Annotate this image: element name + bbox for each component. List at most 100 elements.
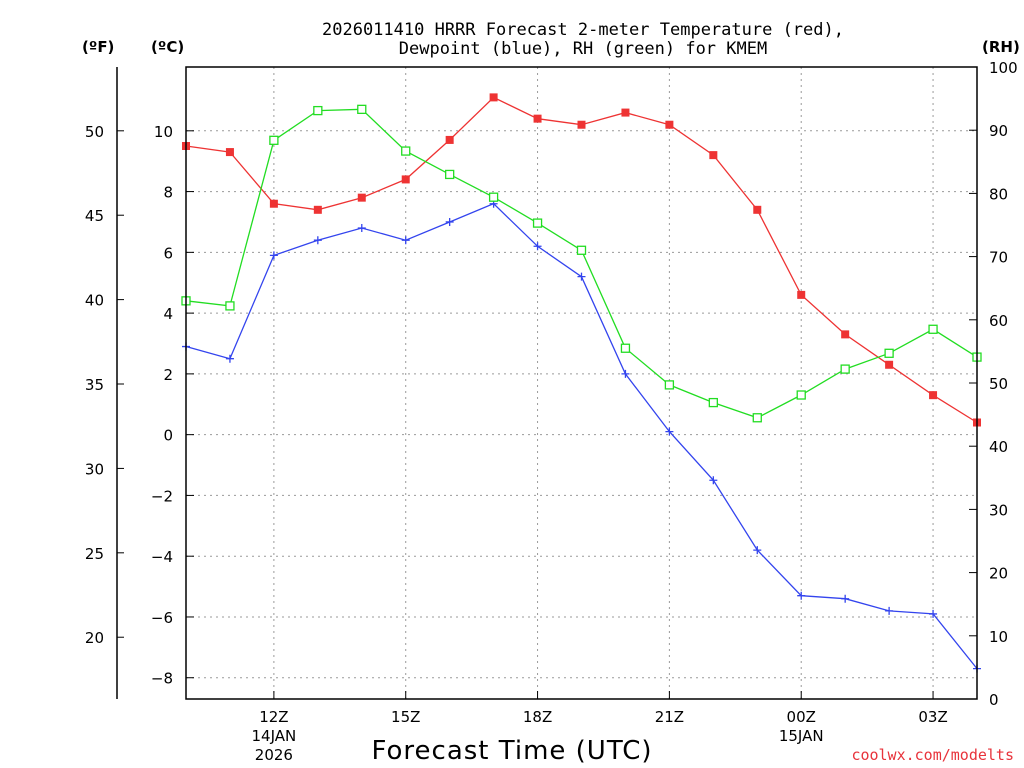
dewpoint-point [313,236,322,245]
tick-label-fahrenheit: 30 [85,460,104,478]
dewpoint-point [445,217,454,226]
x-tick-label: 12Z [259,708,288,726]
unit-label-rh: (RH) [982,38,1020,56]
tick-label-celsius: 6 [163,244,173,262]
x-tick-date: 14JAN [252,727,297,745]
rh-point [313,105,323,116]
tick-label-fahrenheit: 20 [85,629,104,647]
2-meter-temperature-point [797,290,806,299]
2-meter-temperature-point [709,151,718,160]
rh-point [401,146,411,156]
2-meter-temperature-point [621,108,630,117]
tick-label-rh: 30 [989,501,1008,519]
dewpoint-point [401,236,410,245]
rh-point [488,192,499,202]
2-meter-temperature-point [929,391,938,400]
dewpoint-point [709,476,718,485]
rh-point [928,324,938,334]
dewpoint-point [885,606,894,615]
rh-point [840,364,850,374]
2-meter-temperature-point [225,148,234,157]
tick-label-rh: 90 [989,122,1008,140]
rh-series [181,104,982,423]
tick-label-rh: 70 [989,249,1008,267]
2-meter-temperature-point [885,360,894,369]
tick-label-rh: 80 [989,185,1008,203]
2-meter-temperature-point [533,114,542,123]
2-meter-temperature-point [269,199,278,208]
2-meter-temperature-point [753,205,762,214]
tick-label-fahrenheit: 35 [85,376,104,394]
tick-label-fahrenheit: 50 [85,123,104,141]
tick-label-rh: 60 [989,312,1008,330]
rh-point [225,301,235,311]
tick-label-fahrenheit: 25 [85,545,104,563]
2-meter-temperature-point [357,193,366,202]
tick-label-celsius: 10 [154,123,173,141]
unit-label-fahrenheit: (ºF) [82,38,114,56]
tick-label-celsius: −8 [151,670,173,688]
x-tick-label: 18Z [523,708,552,726]
2-meter-temperature-series [182,93,981,427]
x-tick-label: 15Z [391,708,420,726]
rh-point [708,397,718,408]
rh-line [185,108,978,419]
rh-point [269,135,279,145]
tick-label-rh: 20 [989,565,1008,583]
rh-point [357,104,367,114]
tick-label-fahrenheit: 45 [85,207,104,225]
unit-label-celsius: (ºC) [151,38,184,56]
2-meter-temperature-point [665,120,674,129]
dewpoint-point [841,594,850,603]
rh-point [445,169,455,180]
grid-layer [186,67,977,699]
2-meter-temperature-point [401,175,410,184]
dewpoint-series [182,199,981,673]
2-meter-temperature-point [577,120,586,129]
rh-point [884,348,894,358]
tick-label-fahrenheit: 40 [85,292,104,310]
tick-label-rh: 0 [989,691,999,709]
dewpoint-point [665,427,674,436]
rh-point [796,390,806,400]
tick-label-rh: 100 [989,59,1018,77]
tick-label-celsius: 2 [163,366,173,384]
x-axis-title: Forecast Time (UTC) [371,736,652,766]
dewpoint-point [269,251,278,260]
dewpoint-point [577,272,586,281]
series-layer [181,93,982,673]
x-tick-label: 21Z [655,708,684,726]
tick-label-rh: 40 [989,438,1008,456]
2-meter-temperature-point [841,330,850,339]
dewpoint-point [225,354,234,363]
source-credit: coolwx.com/modelts [851,746,1014,764]
rh-point [664,380,675,390]
rh-point [576,245,587,255]
dewpoint-point [753,546,762,555]
chart-title-line2: Dewpoint (blue), RH (green) for KMEM [399,39,767,59]
x-tick-label: 00Z [787,708,816,726]
x-tick-year: 2026 [255,746,293,764]
dewpoint-point [357,224,366,233]
dewpoint-point [621,369,630,378]
dewpoint-point [533,242,542,251]
tick-label-celsius: 0 [163,427,173,445]
tick-label-rh: 50 [989,375,1008,393]
2-meter-temperature-point [313,205,322,214]
chart-title-line1: 2026011410 HRRR Forecast 2-meter Tempera… [322,20,844,40]
tick-label-celsius: 4 [163,305,173,323]
2-meter-temperature-point [445,135,454,144]
rh-point [752,413,762,423]
x-tick-label: 03Z [918,708,947,726]
tick-label-celsius: −4 [151,548,173,566]
rh-point [620,343,631,353]
tick-label-rh: 10 [989,628,1008,646]
rh-point [532,218,543,228]
x-tick-date: 15JAN [779,727,824,745]
tick-label-celsius: −2 [151,487,173,505]
plot-frame [185,66,978,700]
tick-label-celsius: 8 [163,184,173,202]
dewpoint-point [929,609,938,618]
